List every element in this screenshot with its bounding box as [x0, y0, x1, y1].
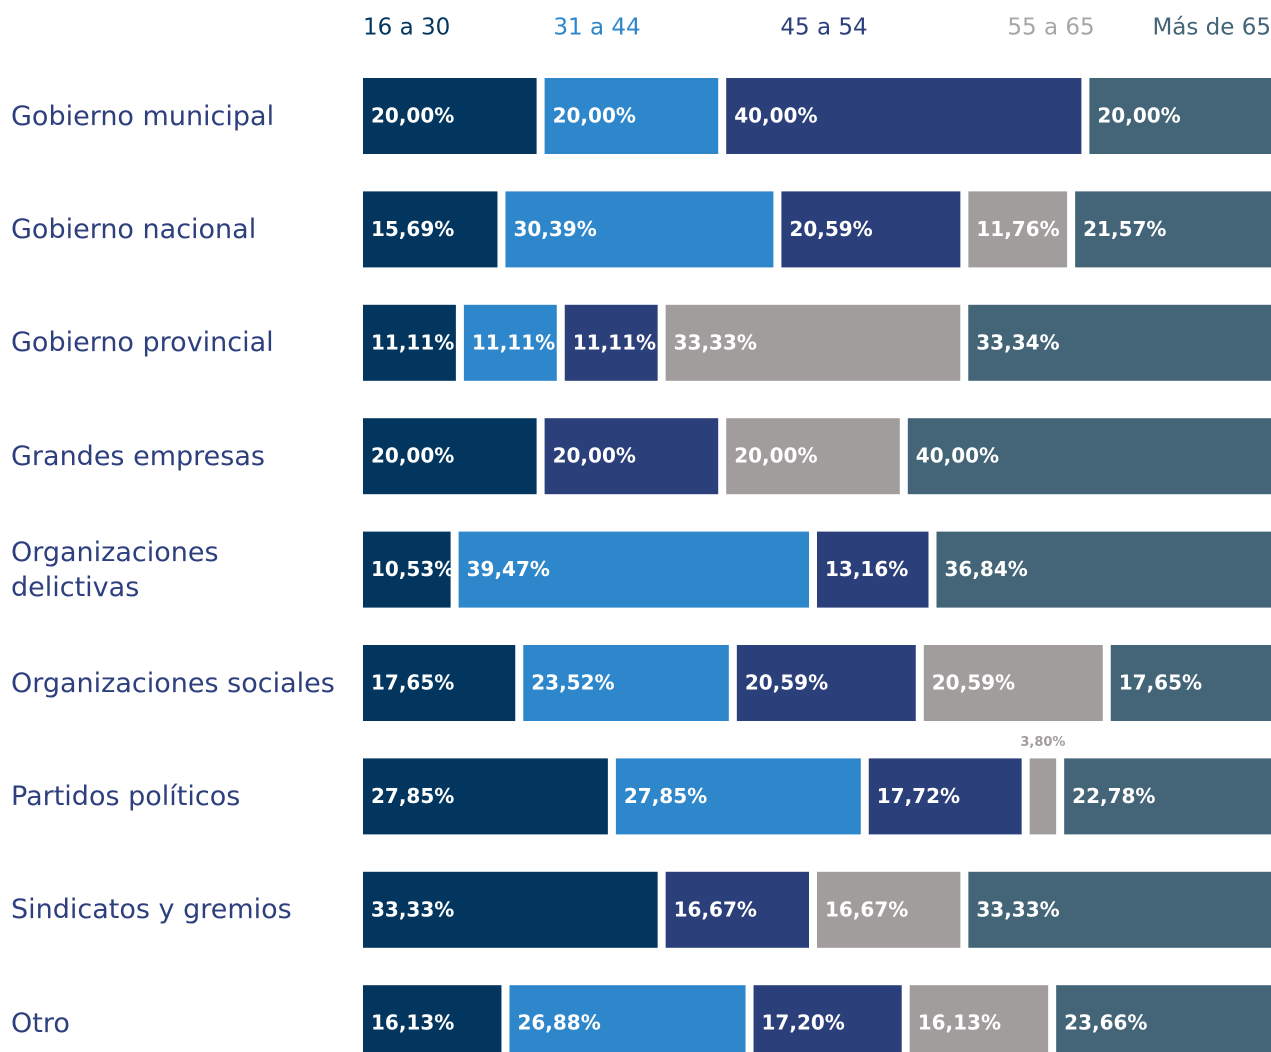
data-label: 16,67%	[674, 897, 757, 921]
bar-segment	[363, 758, 608, 835]
bar-segment	[363, 304, 456, 381]
bar-segment	[458, 531, 809, 608]
bar-segment	[1089, 78, 1271, 154]
data-label: 16,67%	[825, 897, 908, 921]
data-label: 33,33%	[674, 330, 757, 354]
category-label: Partidos políticos	[11, 780, 241, 812]
bar-segment	[363, 531, 451, 608]
bar-segment	[968, 191, 1068, 268]
bar-segment	[544, 418, 719, 495]
data-label: 20,59%	[789, 217, 872, 241]
data-label: 40,00%	[734, 104, 817, 128]
category-label: Organizaciones sociales	[11, 667, 335, 699]
bar-segment	[1056, 985, 1271, 1052]
data-label: 17,20%	[762, 1011, 845, 1035]
bar-segment	[936, 531, 1271, 608]
data-label: 13,16%	[825, 557, 908, 581]
bar-segment	[615, 758, 861, 835]
bar-segment	[868, 758, 1022, 835]
bar-segment	[909, 985, 1049, 1052]
legend-entry: 55 a 65	[1007, 15, 1094, 41]
data-label: 20,00%	[553, 444, 636, 468]
data-label: 33,33%	[371, 897, 454, 921]
category-label: Gobierno nacional	[11, 213, 257, 245]
data-label: 17,65%	[1119, 671, 1202, 695]
bar-segment	[665, 304, 961, 381]
bar-segment	[509, 985, 746, 1052]
bar-segment	[753, 985, 902, 1052]
legend-entry: 16 a 30	[363, 15, 450, 41]
bar-segment	[923, 645, 1103, 721]
data-label: 33,34%	[976, 330, 1059, 354]
bar-segment	[665, 871, 809, 948]
bar-segment	[726, 78, 1082, 154]
bar-segment	[544, 78, 719, 154]
data-label: 20,00%	[371, 444, 454, 468]
bar-segment	[523, 645, 729, 721]
bar-segment	[363, 191, 498, 268]
category-label: Organizaciones delictivas	[11, 536, 219, 603]
bar-segment	[817, 871, 961, 948]
data-label: 16,13%	[371, 1011, 454, 1035]
data-label: 3,80%	[1020, 735, 1065, 750]
data-label: 27,85%	[371, 784, 454, 808]
category-label: Otro	[11, 1007, 70, 1039]
data-label: 20,00%	[553, 104, 636, 128]
legend-entry: 31 a 44	[553, 15, 640, 41]
data-label: 11,76%	[976, 217, 1059, 241]
bar-segment	[363, 418, 537, 495]
category-label: Sindicatos y gremios	[11, 894, 292, 926]
bar-segment	[817, 531, 929, 608]
bar-segment	[363, 645, 516, 721]
data-label: 27,85%	[624, 784, 707, 808]
category-label: Gobierno provincial	[11, 327, 274, 359]
bar-segment	[736, 645, 916, 721]
data-label: 26,88%	[517, 1011, 600, 1035]
data-label: 11,11%	[472, 330, 555, 354]
data-label: 10,53%	[371, 557, 454, 581]
bar-segment	[726, 418, 900, 495]
data-label: 23,66%	[1064, 1011, 1147, 1035]
data-label: 20,59%	[932, 671, 1015, 695]
data-label: 36,84%	[944, 557, 1027, 581]
bar-segment	[1064, 758, 1271, 835]
data-label: 16,13%	[918, 1011, 1001, 1035]
data-label: 20,00%	[734, 444, 817, 468]
data-label: 40,00%	[916, 444, 999, 468]
bar-segment	[505, 191, 774, 268]
bar-segment	[463, 304, 557, 381]
category-label: Gobierno municipal	[11, 100, 275, 132]
bar-segment	[907, 418, 1271, 495]
data-label: 21,57%	[1083, 217, 1166, 241]
data-label: 20,00%	[371, 104, 454, 128]
bar-segment	[363, 78, 537, 154]
bar-segment	[781, 191, 961, 268]
data-label: 39,47%	[467, 557, 550, 581]
data-label: 20,59%	[745, 671, 828, 695]
data-label: 11,11%	[371, 330, 454, 354]
bar-segment	[1075, 191, 1271, 268]
data-label: 20,00%	[1097, 104, 1180, 128]
data-label: 23,52%	[531, 671, 614, 695]
bar-segment	[363, 985, 502, 1052]
bar-segment	[1029, 758, 1057, 835]
data-label: 17,65%	[371, 671, 454, 695]
legend-entry: Más de 65	[1152, 15, 1271, 41]
data-label: 15,69%	[371, 217, 454, 241]
data-label: 17,72%	[877, 784, 960, 808]
bar-segment	[968, 871, 1271, 948]
data-label: 33,33%	[976, 897, 1059, 921]
data-label: 30,39%	[513, 217, 596, 241]
bar-segment	[564, 304, 658, 381]
data-label: 11,11%	[573, 330, 656, 354]
bar-segment	[363, 871, 658, 948]
category-label: Grandes empresas	[11, 440, 265, 472]
bar-segment	[1110, 645, 1271, 721]
data-label: 22,78%	[1072, 784, 1155, 808]
bar-segment	[968, 304, 1271, 381]
legend-entry: 45 a 54	[780, 15, 867, 41]
